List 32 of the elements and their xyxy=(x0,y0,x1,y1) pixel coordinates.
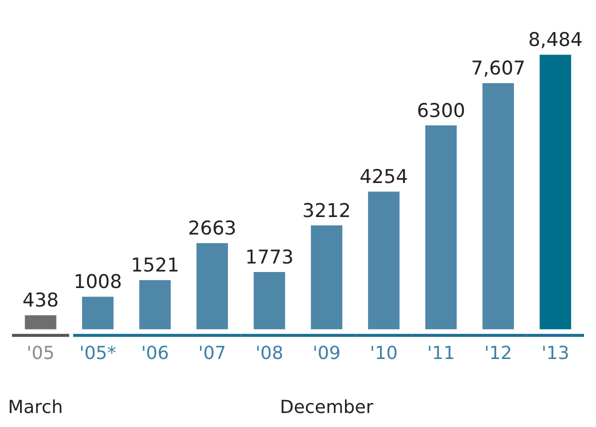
bar xyxy=(139,280,171,330)
x-tick-label: '05 xyxy=(26,342,55,364)
x-tick-label: '13 xyxy=(541,342,570,364)
data-label: 7,607 xyxy=(470,58,526,80)
bar xyxy=(425,125,457,330)
bar xyxy=(368,192,400,330)
bar xyxy=(24,315,56,330)
x-tick-label: '07 xyxy=(198,342,226,364)
x-tick-label: '06 xyxy=(141,342,169,364)
bar xyxy=(310,225,342,330)
data-label: 8,484 xyxy=(528,29,583,52)
text: December xyxy=(280,397,374,418)
x-tick-label: '08 xyxy=(255,342,284,364)
text: March xyxy=(8,397,63,418)
bar xyxy=(540,54,572,330)
x-tick-label: '05* xyxy=(79,342,116,364)
data-label: 438 xyxy=(22,290,59,312)
x-tick-label: '11 xyxy=(427,342,455,364)
x-tick-label: '09 xyxy=(312,342,341,364)
data-label: 1521 xyxy=(130,254,180,277)
bar xyxy=(82,296,114,330)
bar xyxy=(196,243,228,330)
data-label: 2663 xyxy=(188,218,236,240)
x-tick-label: '10 xyxy=(370,342,398,364)
bar xyxy=(254,272,286,330)
data-label: 6300 xyxy=(416,100,466,122)
x-tick-label: '12 xyxy=(484,342,512,364)
data-label: 1773 xyxy=(245,246,294,268)
bar xyxy=(482,83,514,330)
data-label: 1008 xyxy=(74,271,122,294)
data-label: 4254 xyxy=(360,166,408,188)
data-label: 3212 xyxy=(302,200,351,222)
